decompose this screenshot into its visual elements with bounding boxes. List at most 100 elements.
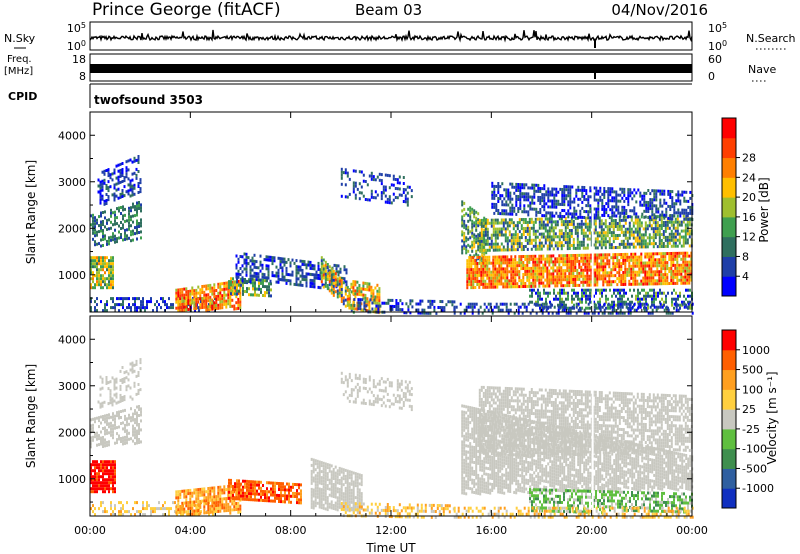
- heatmap-cell: [135, 158, 138, 162]
- heatmap-cell: [423, 308, 426, 312]
- heatmap-cell: [299, 268, 302, 272]
- heatmap-cell: [586, 253, 589, 257]
- heatmap-cell: [684, 254, 687, 258]
- heatmap-cell: [497, 200, 500, 203]
- heatmap-cell: [546, 220, 549, 224]
- heatmap-cell: [107, 180, 110, 184]
- heatmap-cell: [521, 192, 524, 196]
- heatmap-cell: [100, 439, 102, 443]
- heatmap-cell: [514, 255, 517, 259]
- heatmap-cell: [620, 253, 623, 256]
- heatmap-cell: [550, 238, 553, 242]
- heatmap-cell: [552, 254, 555, 258]
- heatmap-cell: [215, 307, 218, 310]
- heatmap-cell: [548, 284, 551, 288]
- heatmap-cell: [343, 277, 346, 281]
- heatmap-cell: [484, 258, 487, 262]
- heatmap-cell: [130, 215, 132, 219]
- heatmap-cell: [588, 253, 591, 257]
- heatmap-cell: [561, 300, 563, 304]
- heatmap-cell: [510, 245, 513, 249]
- heatmap-cell: [251, 259, 254, 263]
- heatmap-cell: [562, 235, 565, 239]
- heatmap-cell: [313, 267, 316, 271]
- heatmap-cell: [622, 277, 625, 280]
- heatmap-cell: [619, 308, 622, 312]
- heatmap-cell: [626, 252, 629, 256]
- heatmap-cell: [596, 271, 599, 275]
- heatmap-cell: [499, 194, 502, 198]
- heatmap-cell: [528, 217, 531, 221]
- heatmap-cell: [98, 215, 100, 219]
- heatmap-cell: [105, 202, 108, 205]
- heatmap-cell: [526, 247, 529, 251]
- heatmap-cell: [638, 245, 641, 249]
- heatmap-cell: [554, 223, 557, 227]
- heatmap-cell: [496, 270, 499, 274]
- heatmap-cell: [563, 288, 565, 292]
- heatmap-cell: [92, 460, 94, 464]
- heatmap-cell: [510, 255, 513, 259]
- heatmap-cell: [504, 258, 507, 262]
- heatmap-cell: [390, 201, 393, 205]
- heatmap-cell: [96, 487, 98, 491]
- heatmap-cell: [126, 228, 128, 232]
- heatmap-cell: [128, 224, 130, 228]
- heatmap-cell: [566, 260, 569, 264]
- heatmap-cell: [558, 241, 561, 245]
- heatmap-cell: [504, 279, 507, 283]
- heatmap-cell: [656, 261, 659, 265]
- heatmap-cell: [104, 262, 106, 266]
- heatmap-cell: [688, 263, 691, 267]
- heatmap-cell: [527, 198, 530, 202]
- colorbar-tick-label: 28: [742, 152, 756, 165]
- heatmap-cell: [535, 213, 538, 217]
- heatmap-cell: [689, 217, 692, 221]
- heatmap-cell: [539, 306, 541, 310]
- heatmap-cell: [110, 211, 112, 215]
- heatmap-cell: [658, 264, 661, 268]
- heatmap-cell: [378, 299, 381, 303]
- heatmap-cell: [548, 269, 551, 273]
- heatmap-cell: [652, 261, 655, 265]
- heatmap-cell: [279, 263, 282, 267]
- heatmap-cell: [295, 274, 298, 278]
- heatmap-cell: [110, 265, 112, 269]
- heatmap-cell: [473, 239, 476, 243]
- heatmap-cell: [112, 265, 114, 269]
- heatmap-cell: [243, 267, 246, 271]
- heatmap-cell: [672, 254, 675, 258]
- heatmap-cell: [624, 267, 627, 271]
- heatmap-cell: [570, 272, 573, 275]
- heatmap-cell: [589, 189, 592, 193]
- heatmap-cell: [354, 181, 357, 185]
- heatmap-cell: [393, 305, 396, 308]
- heatmap-cell: [608, 271, 611, 275]
- heatmap-cell: [104, 460, 106, 464]
- heatmap-cell: [630, 218, 633, 222]
- heatmap-cell: [121, 168, 124, 171]
- heatmap-cell: [229, 305, 232, 308]
- heatmap-cell: [509, 206, 512, 210]
- heatmap-cell: [636, 264, 639, 268]
- heatmap-cell: [514, 242, 517, 246]
- heatmap-cell: [543, 305, 546, 309]
- heatmap-cell: [465, 227, 468, 231]
- heatmap-cell: [207, 296, 210, 300]
- heatmap-cell: [455, 305, 458, 309]
- heatmap-cell: [150, 300, 152, 304]
- heatmap-cell: [567, 200, 570, 204]
- heatmap-cell: [104, 487, 106, 491]
- heatmap-cell: [540, 269, 543, 273]
- heatmap-cell: [120, 212, 122, 215]
- heatmap-cell: [239, 267, 242, 270]
- heatmap-cell: [550, 266, 553, 270]
- heatmap-cell: [100, 463, 102, 467]
- heatmap-cell: [577, 185, 580, 189]
- heatmap-cell: [572, 278, 575, 281]
- heatmap-cell: [512, 273, 515, 277]
- heatmap-cell: [115, 194, 118, 198]
- heatmap-cell: [676, 266, 679, 270]
- heatmap-cell: [626, 267, 629, 271]
- heatmap-cell: [506, 270, 509, 274]
